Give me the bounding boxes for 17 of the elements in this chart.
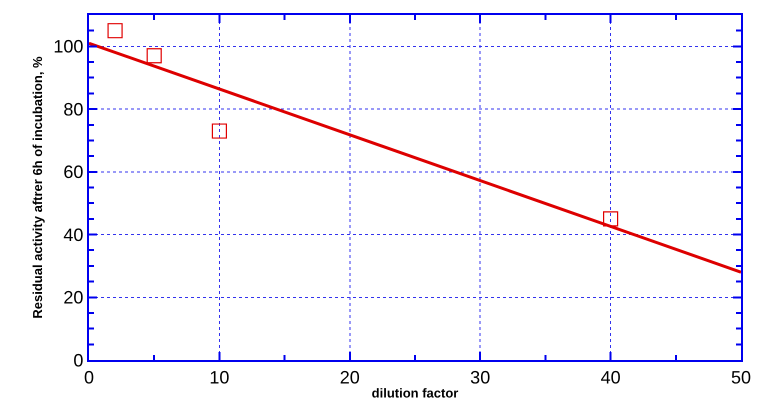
x-tick-label: 30 — [470, 368, 490, 388]
y-tick-label: 100 — [53, 36, 84, 57]
y-tick-label: 40 — [63, 224, 84, 245]
x-tick-label: 10 — [209, 368, 230, 388]
y-tick-label: 20 — [63, 288, 84, 308]
y-tick-label: 60 — [63, 162, 84, 182]
x-tick-label: 50 — [730, 368, 752, 388]
y-axis-title: Residual activity aftrer 6h of incubation, % — [30, 56, 45, 319]
x-tick-label: 40 — [600, 368, 621, 388]
point — [212, 123, 227, 139]
point — [603, 211, 618, 226]
point — [146, 48, 162, 64]
y-tick-label: 80 — [63, 99, 84, 120]
y-tick-label: 0 — [73, 350, 84, 370]
x-tick-label: 20 — [340, 368, 360, 388]
point — [107, 23, 123, 38]
x-axis-title: dilution factor — [372, 386, 458, 401]
